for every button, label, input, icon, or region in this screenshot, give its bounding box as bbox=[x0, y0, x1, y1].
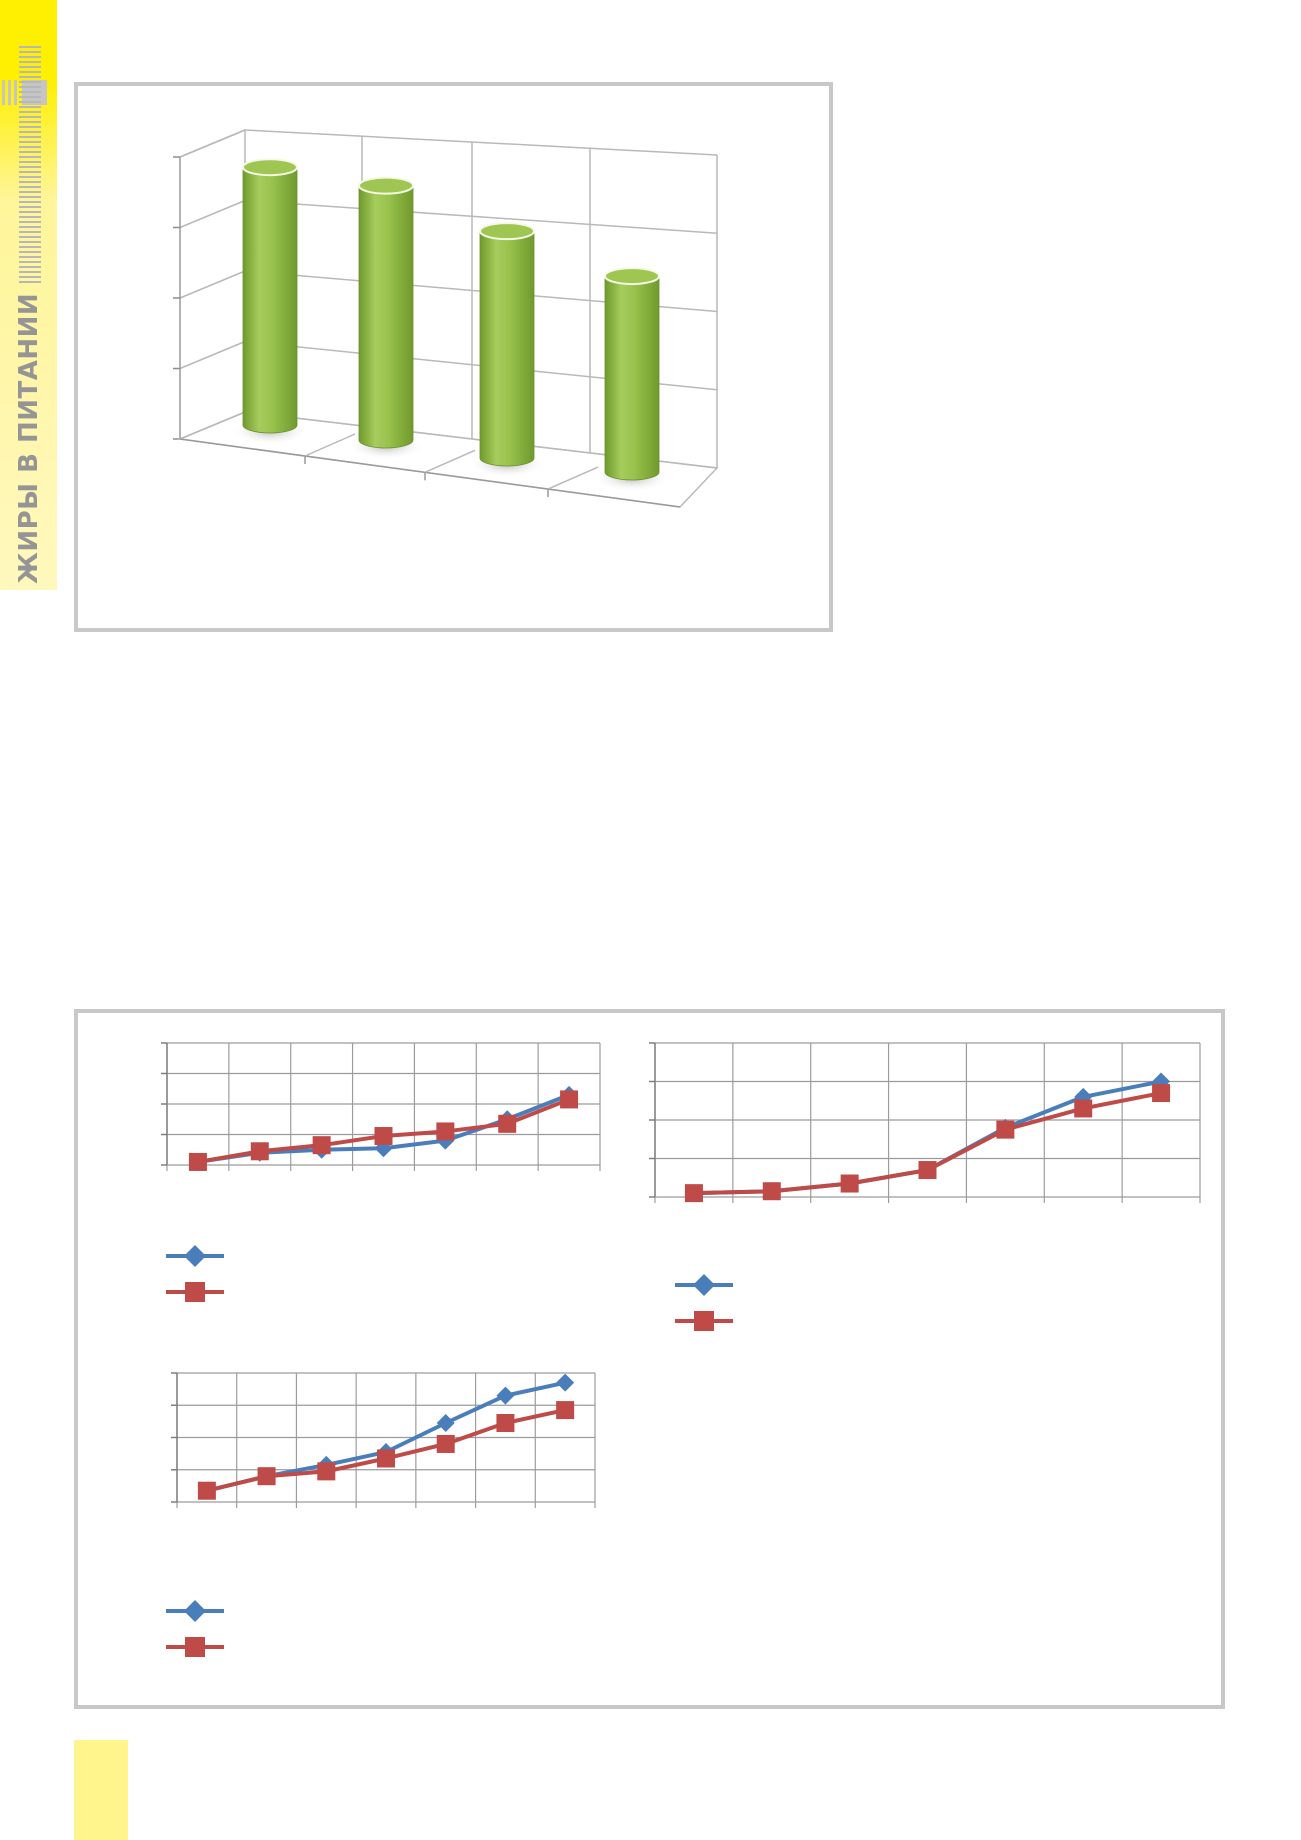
data-point-square bbox=[250, 1142, 269, 1161]
legend-marker-diamond bbox=[693, 1274, 715, 1296]
data-point-square bbox=[996, 1120, 1015, 1139]
cylinder-bar bbox=[604, 275, 660, 481]
legend-marker-diamond bbox=[184, 1600, 206, 1622]
data-point-diamond bbox=[496, 1386, 515, 1405]
legend-marker-square bbox=[694, 1311, 714, 1331]
floor-divider bbox=[547, 466, 599, 490]
cylinder-bar bbox=[358, 185, 414, 449]
data-point-square bbox=[918, 1161, 937, 1180]
data-point-square bbox=[840, 1174, 859, 1193]
data-point-square bbox=[684, 1184, 703, 1203]
data-point-square bbox=[188, 1152, 207, 1171]
cylinder-top bbox=[242, 158, 298, 177]
legend-marker-square bbox=[185, 1637, 205, 1657]
cylinder-top bbox=[604, 267, 660, 286]
line-chart-top-left bbox=[161, 1042, 601, 1302]
data-point-square bbox=[556, 1401, 575, 1420]
cylinder-top bbox=[358, 176, 414, 195]
data-point-square bbox=[1074, 1099, 1093, 1118]
side-stripe-decoration bbox=[2, 80, 18, 105]
data-point-square bbox=[496, 1413, 515, 1432]
cylinder-gridline bbox=[244, 129, 718, 156]
data-point-diamond bbox=[436, 1413, 455, 1432]
data-point-square bbox=[257, 1467, 276, 1486]
cylinder-bar bbox=[242, 166, 298, 434]
x-axis-line bbox=[179, 438, 681, 508]
data-point-square bbox=[436, 1434, 455, 1453]
data-point-square bbox=[374, 1127, 393, 1146]
data-point-diamond bbox=[556, 1373, 575, 1392]
cylinder-side-gridline bbox=[179, 199, 246, 229]
cylinder-chart bbox=[173, 129, 719, 508]
page-number-tab bbox=[74, 1740, 128, 1840]
data-point-square bbox=[377, 1449, 395, 1468]
line-chart-top-right bbox=[649, 1042, 1201, 1331]
line-chart-bottom-left bbox=[166, 1372, 596, 1657]
side-wall-top bbox=[179, 129, 246, 158]
cylinder-gridline bbox=[244, 199, 718, 234]
cylinder-top bbox=[479, 222, 535, 241]
data-point-square bbox=[312, 1136, 331, 1155]
legend-marker-diamond bbox=[184, 1245, 206, 1267]
cylinder-side-gridline bbox=[179, 340, 246, 370]
cylinder-side-gridline bbox=[179, 270, 246, 299]
cylinder-chart-frame bbox=[74, 82, 833, 632]
data-point-square bbox=[560, 1090, 579, 1109]
floor-divider bbox=[424, 449, 476, 474]
legend-marker-square bbox=[185, 1282, 205, 1302]
data-point-square bbox=[197, 1481, 216, 1500]
line-charts-frame bbox=[74, 1009, 1225, 1709]
data-point-square bbox=[436, 1122, 455, 1141]
data-point-square bbox=[317, 1462, 336, 1481]
data-point-square bbox=[1152, 1084, 1171, 1103]
cylinder-bar bbox=[479, 230, 535, 467]
data-point-square bbox=[498, 1114, 517, 1133]
data-point-square bbox=[762, 1182, 781, 1201]
floor-divider bbox=[304, 433, 356, 457]
